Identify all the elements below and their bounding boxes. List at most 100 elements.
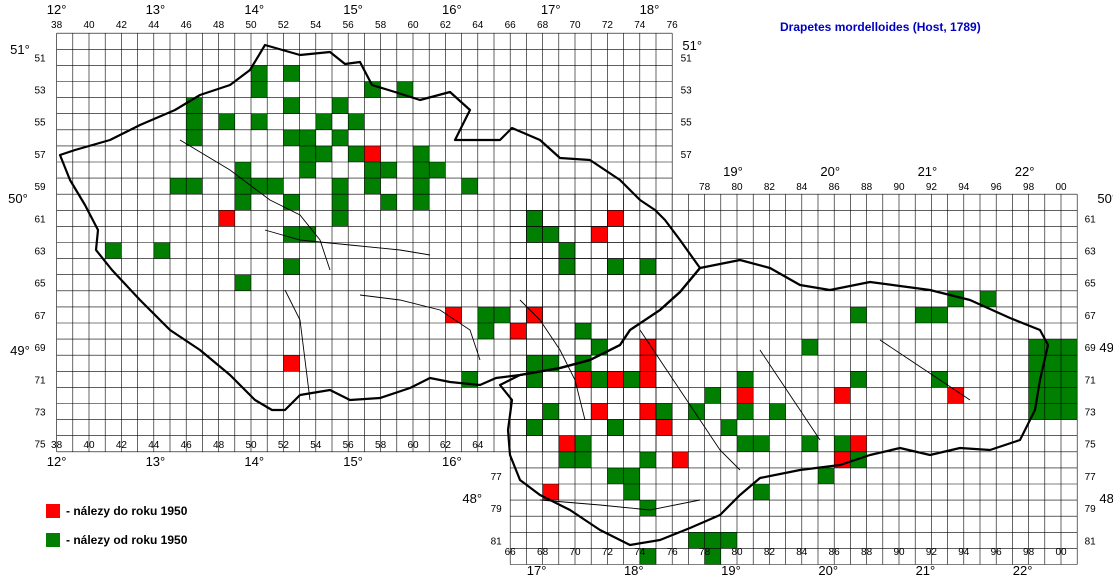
record-cell-green — [332, 210, 349, 227]
record-cell-red — [639, 403, 656, 420]
record-cell-red — [218, 210, 235, 227]
grid-lines — [56, 32, 1078, 565]
col-label-top: 42 — [116, 20, 128, 31]
lon-label-bottom-east: 19° — [721, 563, 741, 578]
lat-label: 48° — [462, 491, 482, 506]
record-cell-red — [510, 323, 527, 340]
record-cell-green — [283, 129, 300, 146]
record-cell-green — [315, 145, 332, 162]
row-label-left: 73 — [34, 408, 46, 419]
col-label-top: 44 — [148, 20, 160, 31]
record-cell-green — [494, 306, 511, 323]
row-label-left: 69 — [34, 343, 46, 354]
lat-label: 50° — [8, 191, 28, 206]
col-label-bottom-east: 82 — [764, 547, 776, 558]
row-label-left: 59 — [34, 182, 46, 193]
lon-label-top: 17° — [541, 2, 561, 17]
legend-label: - nálezy do roku 1950 — [66, 504, 188, 518]
record-cell-green — [186, 178, 203, 195]
lon-label-top-east: 20° — [820, 164, 840, 179]
col-label-top-east: 82 — [764, 182, 776, 193]
col-label-top: 74 — [634, 20, 646, 31]
row-label-left: 61 — [34, 214, 46, 225]
lat-label: 48° — [1099, 491, 1113, 506]
record-cell-green — [542, 403, 559, 420]
record-cell-green — [720, 532, 737, 549]
species-title: Drapetes mordelloides (Host, 1789) — [780, 20, 981, 34]
record-cell-green — [980, 290, 997, 307]
col-label-top-east: 00 — [1055, 182, 1067, 193]
col-label-bottom-east: 78 — [699, 547, 711, 558]
record-cell-green — [477, 306, 494, 323]
row-label-left: 75 — [34, 440, 46, 451]
record-cell-green — [332, 129, 349, 146]
lon-label-top: 18° — [640, 2, 660, 17]
legend-swatch-green — [46, 533, 60, 547]
record-cell-green — [1028, 339, 1045, 356]
col-label-top-east: 80 — [731, 182, 743, 193]
lon-label-top-east: 19° — [723, 164, 743, 179]
col-label-top: 52 — [278, 20, 290, 31]
record-cell-green — [1044, 387, 1061, 404]
col-label-top: 64 — [472, 20, 484, 31]
record-cell-red — [591, 403, 608, 420]
record-cell-green — [153, 242, 170, 259]
record-cell-green — [591, 339, 608, 356]
record-cell-red — [445, 306, 462, 323]
record-cell-green — [1044, 371, 1061, 388]
record-cell-green — [1061, 387, 1078, 404]
record-cell-green — [332, 194, 349, 211]
record-cell-green — [1028, 355, 1045, 372]
record-cell-green — [251, 81, 268, 98]
col-label-top-east: 88 — [861, 182, 873, 193]
record-cell-green — [753, 484, 770, 501]
row-label-mid: 51 — [681, 53, 693, 64]
lon-label-top-east: 21° — [918, 164, 938, 179]
col-label-bottom-east: 90 — [893, 547, 905, 558]
col-label-top: 38 — [51, 20, 63, 31]
grid-labels: 38 40 42 44 46 48 50 52 54 56 58 60 62 64 66 68 70 72 74 76… — [8, 2, 1113, 578]
record-cell-green — [105, 242, 122, 259]
col-label-bottom-east: 94 — [958, 547, 970, 558]
lon-label-bottom-east: 22° — [1013, 563, 1033, 578]
row-label-right: 67 — [1085, 311, 1097, 322]
record-cell-red — [542, 484, 559, 501]
record-cell-green — [170, 178, 187, 195]
record-cell-green — [380, 194, 397, 211]
czech-border — [58, 43, 702, 412]
record-cell-green — [558, 258, 575, 275]
lon-label-bottom-east: 18° — [624, 563, 644, 578]
record-cell-green — [769, 403, 786, 420]
col-label-bottom: 58 — [375, 440, 387, 451]
lon-label-bottom: 15° — [343, 454, 363, 469]
col-label-top-east: 94 — [958, 182, 970, 193]
record-cell-red — [639, 355, 656, 372]
row-label-left: 71 — [34, 375, 46, 386]
col-label-top-east: 92 — [926, 182, 938, 193]
record-cell-green — [299, 145, 316, 162]
col-label-top-east: 78 — [699, 182, 711, 193]
row-label-right: 61 — [1085, 214, 1097, 225]
record-cell-green — [348, 113, 365, 130]
record-cells — [105, 65, 1078, 565]
col-label-top: 40 — [83, 20, 95, 31]
col-label-bottom: 42 — [116, 440, 128, 451]
row-label-left: 63 — [34, 247, 46, 258]
record-cell-green — [753, 435, 770, 452]
record-cell-green — [364, 162, 381, 179]
row-label-mid: 53 — [681, 86, 693, 97]
record-cell-green — [850, 306, 867, 323]
record-cell-green — [720, 419, 737, 436]
row-label-right: 77 — [1085, 472, 1097, 483]
record-cell-green — [477, 323, 494, 340]
record-cell-green — [688, 532, 705, 549]
col-label-bottom-east: 88 — [861, 547, 873, 558]
record-cell-red — [575, 371, 592, 388]
record-cell-green — [526, 210, 543, 227]
record-cell-green — [1044, 403, 1061, 420]
record-cell-green — [704, 548, 721, 565]
lon-label-bottom: 12° — [47, 454, 67, 469]
record-cell-green — [656, 403, 673, 420]
col-label-bottom-east: 74 — [634, 547, 646, 558]
record-cell-green — [299, 226, 316, 243]
